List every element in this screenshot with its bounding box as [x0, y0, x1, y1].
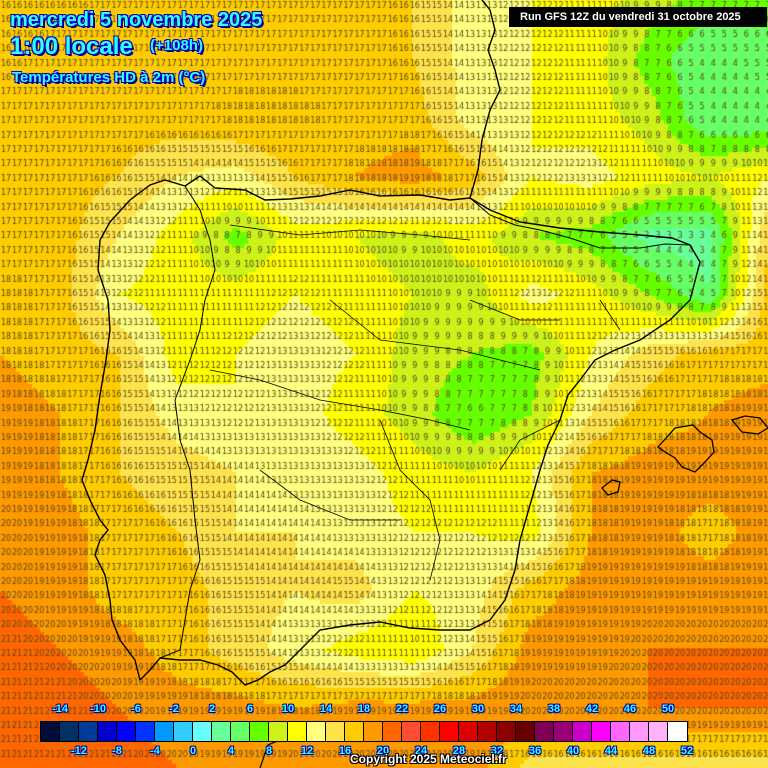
legend-swatch — [573, 722, 592, 741]
legend-swatch — [193, 722, 212, 741]
legend-swatch — [60, 722, 79, 741]
legend-swatch — [649, 722, 668, 741]
legend-swatch — [516, 722, 535, 741]
legend-label-bottom: 24 — [414, 745, 428, 757]
legend-label-top: 10 — [281, 703, 295, 715]
legend-swatch — [440, 722, 459, 741]
legend-label-top: 34 — [509, 703, 523, 715]
legend-label-top: 2 — [208, 703, 216, 715]
legend-label-bottom: 44 — [604, 745, 618, 757]
legend-swatch — [345, 722, 364, 741]
legend-label-bottom: 28 — [452, 745, 466, 757]
legend-swatch — [383, 722, 402, 741]
legend-swatch — [364, 722, 383, 741]
legend-label-bottom: 36 — [528, 745, 542, 757]
legend-label-bottom: -12 — [71, 745, 87, 757]
legend-label-bottom: 32 — [490, 745, 504, 757]
legend-label-top: 6 — [246, 703, 254, 715]
legend-label-bottom: 0 — [189, 745, 197, 757]
legend-swatch — [231, 722, 250, 741]
legend-swatch — [41, 722, 60, 741]
legend-swatch — [269, 722, 288, 741]
legend-swatch — [98, 722, 117, 741]
legend-swatch — [592, 722, 611, 741]
forecast-time: 1:00 locale — [10, 33, 133, 60]
legend-label-bottom: 48 — [642, 745, 656, 757]
legend-swatch — [459, 722, 478, 741]
legend-label-top: 30 — [471, 703, 485, 715]
legend-label-bottom: -8 — [112, 745, 122, 757]
legend-swatch — [136, 722, 155, 741]
legend-swatch — [478, 722, 497, 741]
legend-label-bottom: -4 — [150, 745, 160, 757]
legend-swatch — [117, 722, 136, 741]
legend-swatch — [326, 722, 345, 741]
legend-swatch — [497, 722, 516, 741]
legend-label-bottom: 8 — [265, 745, 273, 757]
color-scale-legend — [40, 721, 688, 742]
legend-swatch — [155, 722, 174, 741]
legend-label-bottom: 16 — [338, 745, 352, 757]
legend-label-top: -2 — [169, 703, 179, 715]
legend-label-bottom: 40 — [566, 745, 580, 757]
legend-swatch — [611, 722, 630, 741]
legend-swatch — [535, 722, 554, 741]
parameter-title: Températures HD à 2m (°C) — [12, 69, 206, 86]
legend-label-top: 38 — [547, 703, 561, 715]
legend-swatch — [421, 722, 440, 741]
legend-swatch — [668, 722, 687, 741]
legend-swatch — [250, 722, 269, 741]
legend-swatch — [630, 722, 649, 741]
run-banner: Run GFS 12Z du vendredi 31 octobre 2025 — [509, 7, 767, 27]
legend-label-top: 22 — [395, 703, 409, 715]
legend-label-top: 14 — [319, 703, 333, 715]
legend-label-bottom: 52 — [680, 745, 694, 757]
legend-label-bottom: 20 — [376, 745, 390, 757]
legend-label-top: 50 — [661, 703, 675, 715]
legend-swatch — [288, 722, 307, 741]
legend-label-top: 18 — [357, 703, 371, 715]
legend-swatch — [554, 722, 573, 741]
legend-label-bottom: 4 — [227, 745, 235, 757]
legend-swatch — [212, 722, 231, 741]
legend-label-top: -14 — [52, 703, 68, 715]
legend-swatch — [307, 722, 326, 741]
legend-label-top: 46 — [623, 703, 637, 715]
forecast-offset: (+108h) — [150, 37, 203, 54]
legend-swatch — [402, 722, 421, 741]
legend-label-top: 42 — [585, 703, 599, 715]
legend-label-bottom: 12 — [300, 745, 314, 757]
copyright-text: Copyright 2025 Meteociel.fr — [350, 752, 507, 766]
legend-swatch — [79, 722, 98, 741]
legend-label-top: -10 — [90, 703, 106, 715]
legend-label-top: -6 — [131, 703, 141, 715]
legend-label-top: 26 — [433, 703, 447, 715]
legend-swatch — [174, 722, 193, 741]
forecast-date: mercredi 5 novembre 2025 — [10, 9, 263, 31]
